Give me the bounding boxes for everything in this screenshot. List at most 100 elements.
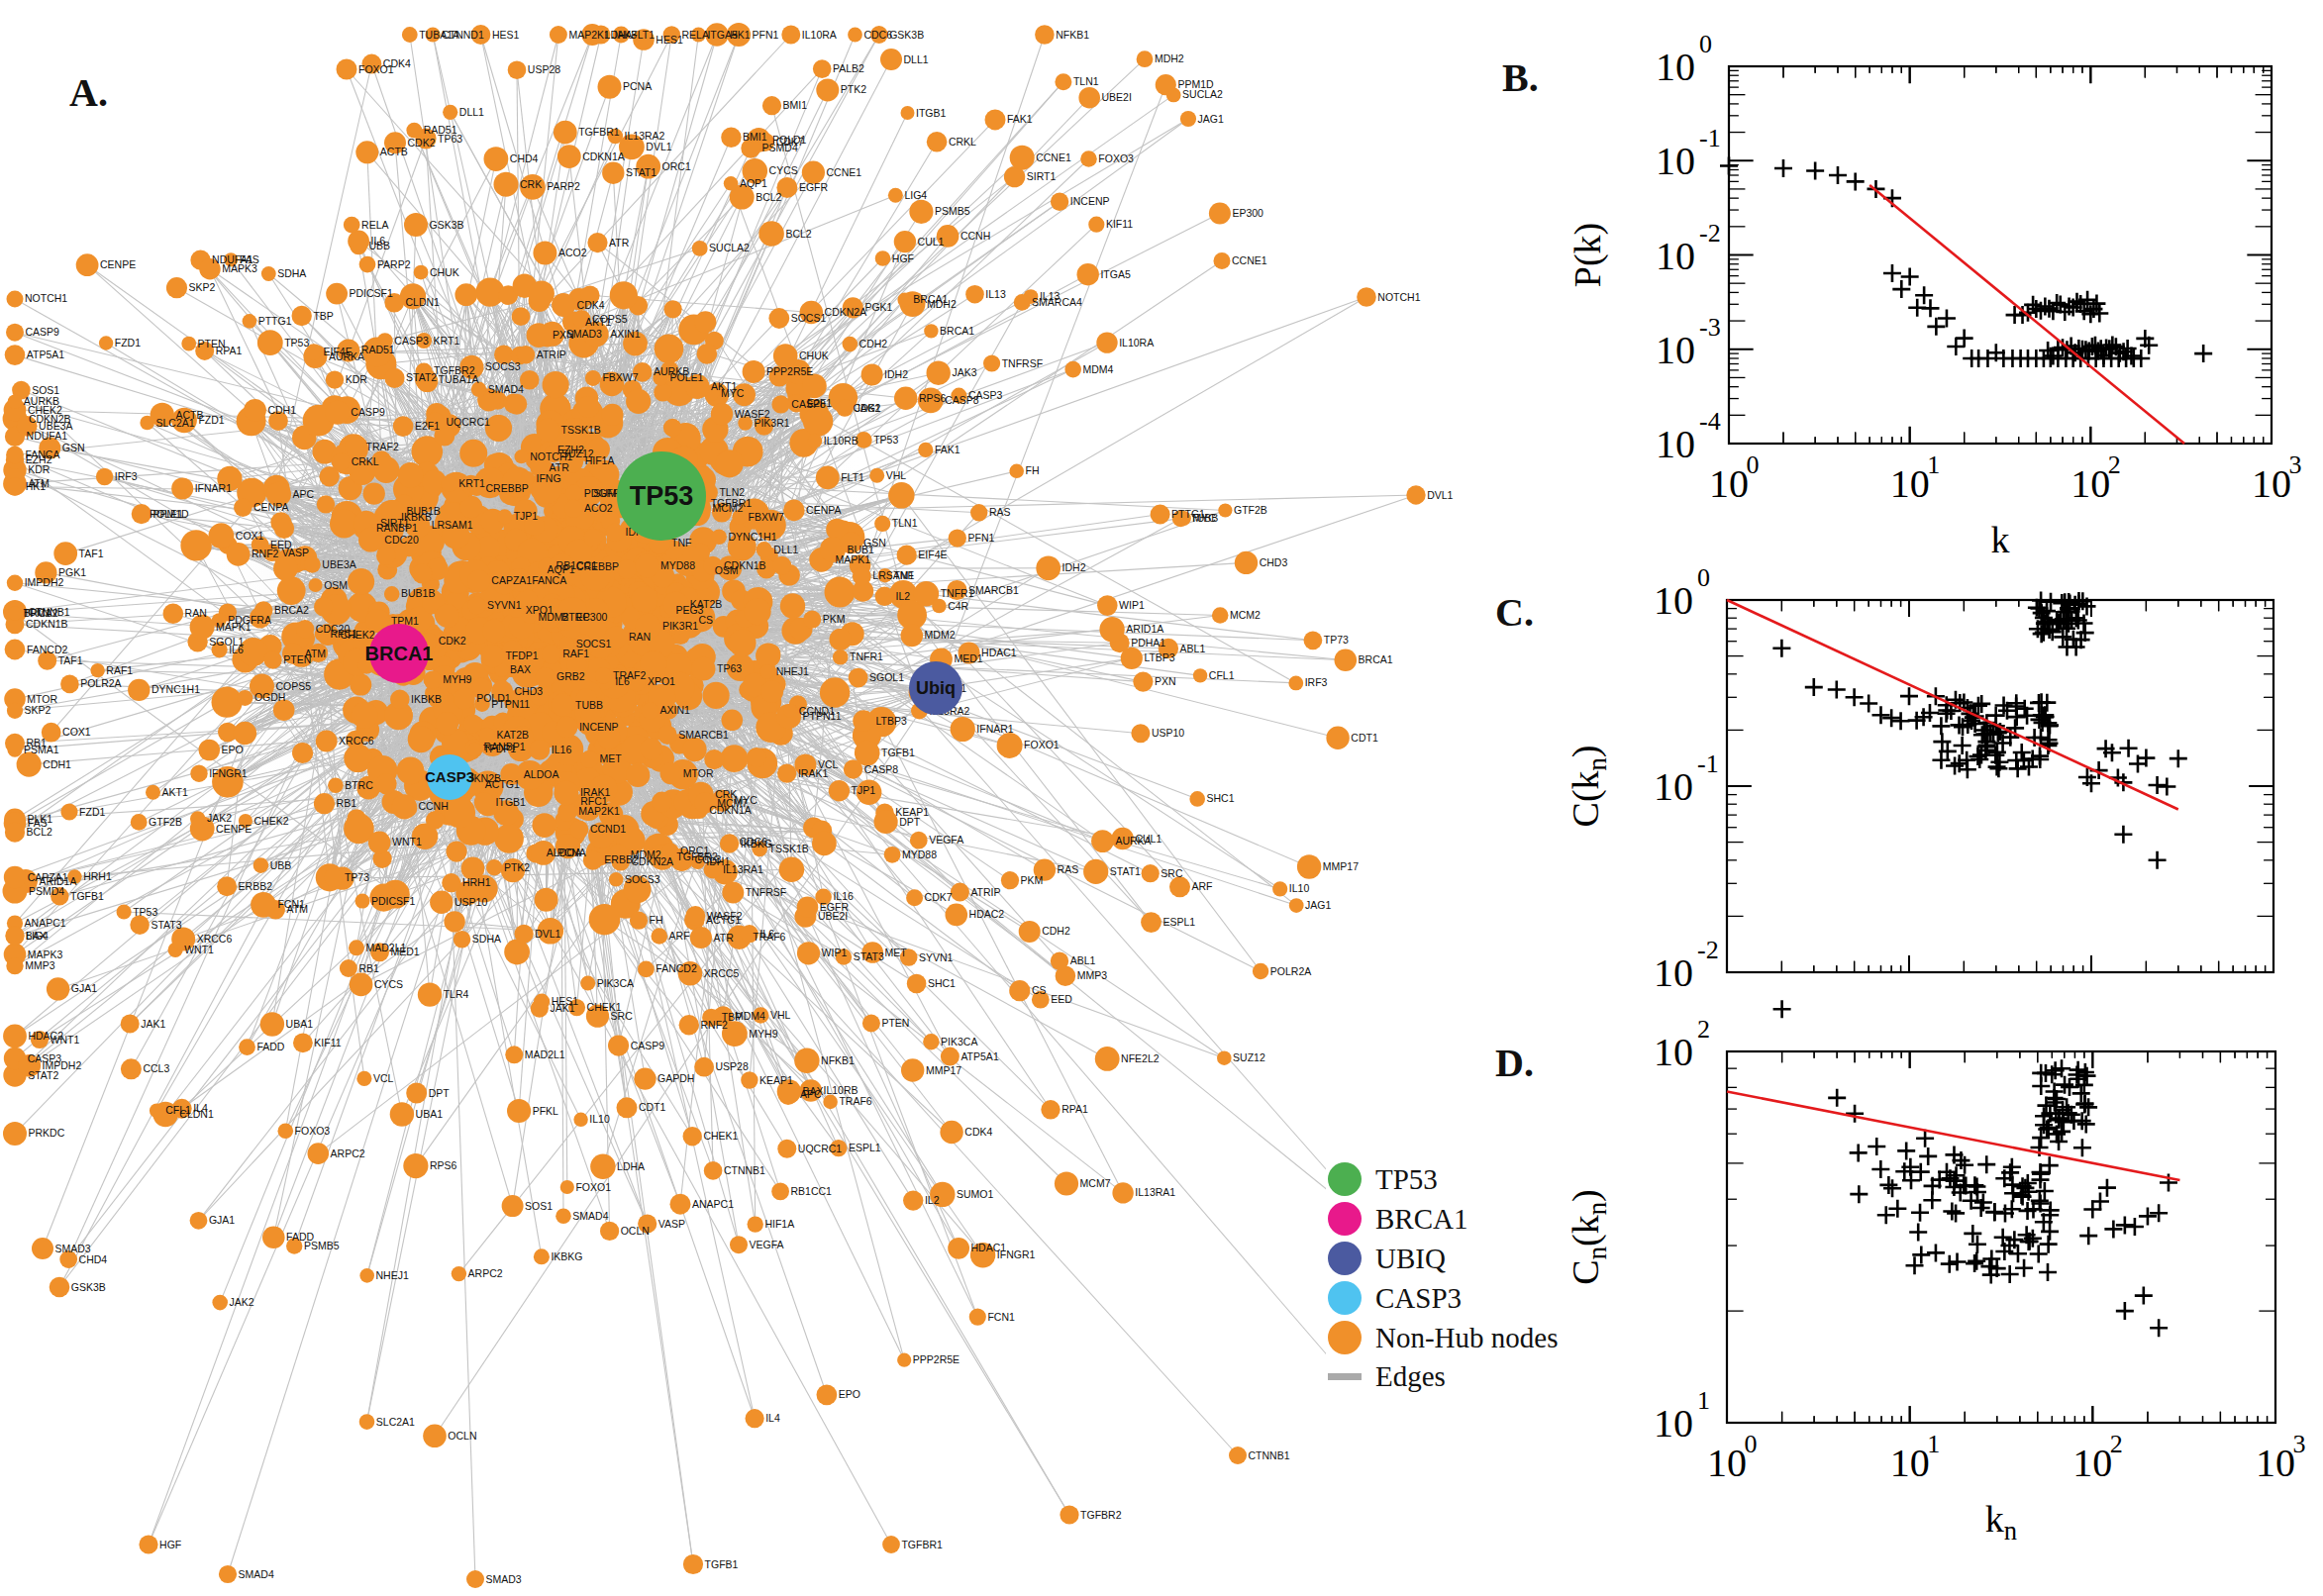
svg-text:CDK7: CDK7 <box>925 891 953 903</box>
svg-text:STAT3: STAT3 <box>854 950 884 962</box>
svg-text:ATM: ATM <box>305 648 326 659</box>
svg-text:MYD88: MYD88 <box>660 559 695 571</box>
svg-text:DPT: DPT <box>899 816 921 828</box>
svg-text:PFKL: PFKL <box>533 1105 558 1117</box>
svg-text:WNT1: WNT1 <box>184 944 214 955</box>
svg-text:CENPE: CENPE <box>100 258 136 270</box>
svg-text:HGF: HGF <box>159 1539 181 1550</box>
svg-text:SOS1: SOS1 <box>525 1200 553 1212</box>
svg-text:GSN: GSN <box>863 537 886 549</box>
svg-text:PSMD4: PSMD4 <box>29 885 64 897</box>
svg-text:C4R: C4R <box>948 600 968 612</box>
svg-text:0: 0 <box>1699 30 1712 58</box>
svg-text:SOCS3: SOCS3 <box>485 360 521 372</box>
svg-text:FOXO1: FOXO1 <box>575 1181 611 1193</box>
svg-text:BAX: BAX <box>510 663 531 675</box>
svg-text:SMARCA4: SMARCA4 <box>1032 296 1082 308</box>
svg-text:STAT1: STAT1 <box>626 166 656 178</box>
svg-text:POLR2A: POLR2A <box>1270 965 1311 977</box>
svg-text:CENPA: CENPA <box>253 501 288 513</box>
svg-text:PIK3CA: PIK3CA <box>941 1036 977 1047</box>
svg-text:ESPL1: ESPL1 <box>1162 916 1195 928</box>
svg-text:MDM4: MDM4 <box>1083 363 1114 375</box>
svg-text:GAPDH: GAPDH <box>657 1072 694 1084</box>
svg-text:SHC1: SHC1 <box>1207 792 1235 804</box>
svg-text:PARP2: PARP2 <box>547 180 580 192</box>
svg-text:RELA: RELA <box>682 29 709 41</box>
svg-text:GJA1: GJA1 <box>71 982 97 994</box>
svg-text:SMAD4: SMAD4 <box>572 1210 608 1222</box>
svg-text:SKP2: SKP2 <box>189 281 216 293</box>
svg-text:CASP3: CASP3 <box>968 389 1003 401</box>
svg-text:PXN: PXN <box>553 329 574 341</box>
svg-text:UQCRC1: UQCRC1 <box>798 1143 842 1154</box>
svg-text:IL13RA1: IL13RA1 <box>1135 1186 1175 1198</box>
svg-text:VASP: VASP <box>282 547 309 558</box>
svg-text:FANCD2: FANCD2 <box>656 962 697 974</box>
svg-text:USP10: USP10 <box>454 896 487 908</box>
svg-text:PDICSF1: PDICSF1 <box>350 287 394 299</box>
svg-text:ARPC2: ARPC2 <box>331 1147 365 1159</box>
svg-text:CDH1: CDH1 <box>267 404 296 416</box>
svg-text:TLR4: TLR4 <box>444 988 469 1000</box>
svg-text:ATRIP: ATRIP <box>537 349 566 360</box>
svg-text:FCN1: FCN1 <box>277 898 305 910</box>
svg-text:SGOL1: SGOL1 <box>869 671 904 683</box>
svg-text:CASP9: CASP9 <box>631 1040 665 1051</box>
svg-text:CREBBP: CREBBP <box>486 482 529 494</box>
svg-text:POLD1: POLD1 <box>476 692 511 704</box>
svg-text:PPP2R5E: PPP2R5E <box>766 365 813 377</box>
svg-text:CDK4: CDK4 <box>964 1126 992 1138</box>
svg-text:PALB2: PALB2 <box>833 62 864 74</box>
svg-text:FZD1: FZD1 <box>79 806 105 818</box>
svg-text:BUB1B: BUB1B <box>406 505 440 517</box>
svg-text:COPS5: COPS5 <box>592 313 628 325</box>
svg-text:0: 0 <box>1697 563 1710 592</box>
svg-text:CHUK: CHUK <box>799 349 829 361</box>
svg-text:PIK3CA: PIK3CA <box>597 977 634 989</box>
svg-text:IDH2: IDH2 <box>884 368 908 380</box>
svg-text:IL10RB: IL10RB <box>824 435 858 447</box>
svg-text:CDT1: CDT1 <box>639 1101 666 1113</box>
svg-text:10: 10 <box>2072 1441 2112 1485</box>
svg-text:KDR: KDR <box>346 373 368 385</box>
svg-text:BAX: BAX <box>26 930 47 942</box>
svg-text:10: 10 <box>1656 139 1695 183</box>
svg-text:CAPZA1: CAPZA1 <box>28 871 68 883</box>
svg-text:PPP2R5E: PPP2R5E <box>913 1353 960 1365</box>
svg-text:CCL3: CCL3 <box>143 1062 169 1074</box>
svg-text:FLT1: FLT1 <box>841 471 864 483</box>
svg-text:RB1: RB1 <box>358 962 379 974</box>
svg-text:PKM: PKM <box>1021 874 1044 886</box>
svg-text:FH: FH <box>1026 464 1040 476</box>
svg-text:TLN1: TLN1 <box>892 517 918 529</box>
svg-text:SRC: SRC <box>1161 867 1183 879</box>
svg-text:MET: MET <box>885 947 908 958</box>
svg-text:ARPC2: ARPC2 <box>468 1267 503 1279</box>
svg-text:2: 2 <box>1697 1015 1710 1044</box>
svg-text:10: 10 <box>1654 578 1693 623</box>
svg-text:ERBB2: ERBB2 <box>239 880 273 892</box>
svg-text:BRCA1: BRCA1 <box>1359 653 1393 665</box>
svg-text:DPT: DPT <box>429 1087 451 1099</box>
svg-text:MAP2K1: MAP2K1 <box>578 805 620 817</box>
svg-text:LTBP3: LTBP3 <box>1144 651 1174 663</box>
svg-text:JAK3: JAK3 <box>952 366 976 378</box>
svg-text:IL10: IL10 <box>1289 882 1310 894</box>
svg-text:PGK1: PGK1 <box>864 301 892 313</box>
svg-text:MCM2: MCM2 <box>713 502 744 514</box>
svg-text:RAD51: RAD51 <box>361 344 395 355</box>
svg-text:LTBP3: LTBP3 <box>876 715 907 727</box>
svg-text:MED1: MED1 <box>954 652 982 664</box>
svg-text:ARF: ARF <box>1192 880 1213 892</box>
svg-text:ITGA5: ITGA5 <box>1100 268 1131 280</box>
svg-text:RAS: RAS <box>989 506 1011 518</box>
svg-text:PIK3R1: PIK3R1 <box>662 620 698 632</box>
svg-text:Ubiq: Ubiq <box>916 678 956 698</box>
svg-text:IL2: IL2 <box>925 1194 940 1206</box>
svg-text:EPO: EPO <box>222 744 244 755</box>
svg-text:FOXO1: FOXO1 <box>358 63 394 75</box>
svg-text:IFNGR1: IFNGR1 <box>209 767 248 779</box>
svg-text:IL10RA: IL10RA <box>1119 337 1154 349</box>
svg-text:PPM1D: PPM1D <box>1177 78 1214 90</box>
